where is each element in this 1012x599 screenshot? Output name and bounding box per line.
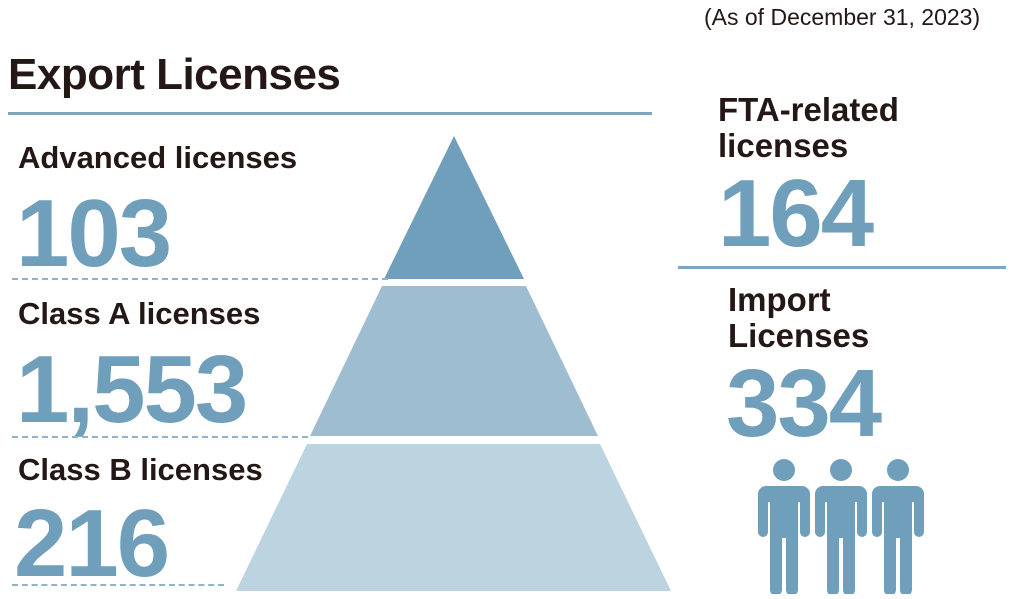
person-icon bbox=[872, 459, 924, 594]
pyramid-tier-advanced bbox=[384, 136, 524, 279]
tier-divider-1 bbox=[12, 278, 388, 280]
side-divider bbox=[678, 266, 1006, 269]
import-value: 334 bbox=[726, 350, 882, 457]
import-label: Import Licenses bbox=[728, 282, 988, 354]
fta-label-line1: FTA-related bbox=[718, 91, 899, 128]
tier-label-class-a: Class A licenses bbox=[18, 296, 261, 331]
tier-value-advanced: 103 bbox=[16, 180, 172, 287]
tier-value-class-b: 216 bbox=[14, 490, 170, 597]
tier-value-class-a: 1,553 bbox=[16, 336, 248, 443]
tier-label-advanced: Advanced licenses bbox=[18, 140, 298, 175]
title-divider bbox=[8, 112, 652, 115]
pyramid-tier-class-a bbox=[310, 286, 598, 436]
fta-label: FTA-related licenses bbox=[718, 92, 978, 164]
export-licenses-title: Export Licenses bbox=[8, 50, 341, 99]
import-label-line1: Import bbox=[728, 281, 831, 318]
pyramid-tier-class-b bbox=[236, 444, 671, 591]
tier-divider-3 bbox=[12, 584, 224, 586]
as-of-date-note: (As of December 31, 2023) bbox=[704, 4, 981, 30]
tier-divider-2 bbox=[12, 436, 308, 438]
fta-label-line2: licenses bbox=[718, 127, 849, 164]
person-icon bbox=[815, 459, 867, 594]
import-label-line2: Licenses bbox=[728, 317, 870, 354]
tier-label-class-b: Class B licenses bbox=[18, 452, 263, 487]
person-icon bbox=[758, 459, 810, 594]
fta-value: 164 bbox=[718, 160, 874, 267]
people-group-icon bbox=[758, 459, 924, 594]
